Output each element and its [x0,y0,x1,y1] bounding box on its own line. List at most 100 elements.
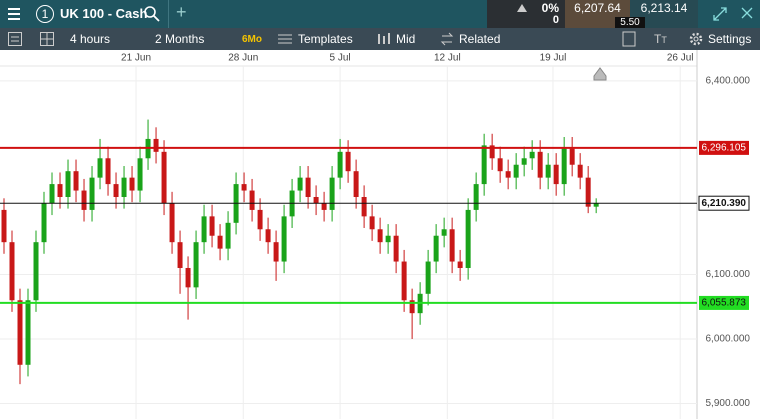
candle-body [449,229,455,262]
candle-body [489,145,495,159]
candle-body [89,177,95,210]
candle-body [457,261,463,268]
candle-body [265,229,271,243]
candle-body [297,177,303,191]
x-tick-label: 5 Jul [330,53,351,64]
price-chart: 21 Jun 28 Jun 5 Jul 12 Jul 19 Jul 26 Jul 6,400… [0,50,751,419]
candle-body [409,300,415,314]
toolbar: 4 hours 2 Months 6Mo Templates Mid Relat… [0,28,760,50]
candle-body [537,151,543,178]
range-badge: 6Mo [242,34,262,45]
candle-body [185,267,191,288]
candle-body [201,216,207,243]
candle-body [169,203,175,243]
add-tab[interactable]: + [176,2,187,22]
candle-body [57,184,63,198]
candle-body [321,203,327,210]
candle-body [353,171,359,198]
candle-body [369,216,375,230]
candle-body [377,229,383,243]
templates[interactable]: Templates [298,32,353,46]
search-icon[interactable] [143,5,161,23]
candle-body [553,164,559,185]
candle-body [273,242,279,262]
candle-body [577,164,583,178]
date-strip [0,50,697,66]
candle-body [425,261,431,294]
x-tick-label: 12 Jul [434,53,461,64]
candle-body [345,151,351,172]
candle-body [313,197,319,204]
candle-body [529,151,535,159]
candle-body [41,203,47,243]
settings[interactable]: Settings [708,32,752,46]
candle-body [361,197,367,217]
candle-body [225,222,231,249]
y-tick-label: 6,400.000 [706,75,751,86]
candle-body [9,242,15,301]
x-tick-label: 19 Jul [540,53,567,64]
candle-body [193,242,199,288]
candle-body [329,177,335,210]
interval[interactable]: 4 hours [70,32,111,46]
menu-button[interactable] [0,0,28,28]
x-tick-label: 21 Jun [121,53,151,64]
candle-body [121,177,127,198]
instrument-name[interactable]: UK 100 - Cash [60,6,148,21]
candle-body [481,145,487,185]
price-type[interactable]: Mid [396,32,416,46]
sell-price[interactable]: 6,207.64 [565,0,630,28]
level-label: 6,296.105 [702,143,747,154]
scroll-marker [593,67,607,81]
y-tick-label: 6,100.000 [706,269,751,280]
level-label: 6,210.390 [702,198,747,209]
candle-body [33,242,39,301]
candle-body [249,190,255,210]
y-tick-label: 6,000.000 [706,334,751,345]
candle-body [1,209,7,243]
candle-body [105,158,111,185]
change-panel: 0% 0 [487,0,565,28]
candle-body [217,235,223,249]
candle-body [17,300,23,365]
x-tick-label: 26 Jul [667,53,694,64]
candle-body [305,177,311,198]
candle-body [153,138,159,152]
candle-body [505,171,511,178]
change-pct: 0% [541,1,559,15]
candle-body [73,171,79,191]
candle-body [441,229,447,236]
header-bar: 1 UK 100 - Cash + 0% 0 6,207.64 6,213.14… [0,0,760,28]
candle-body [81,190,87,210]
candle-body [593,203,599,207]
candle-body [561,148,567,185]
candle-body [113,184,119,198]
candle-body [257,209,263,230]
candle-body [97,158,103,178]
instrument-number: 1 [36,5,54,23]
candle-body [209,216,215,236]
candle-body [473,184,479,210]
y-tick-label: 5,900.000 [706,398,751,409]
related[interactable]: Related [459,32,501,46]
level-tag [699,295,749,310]
candle-body [49,184,55,204]
candle-body [385,235,391,243]
level-tag [698,195,750,211]
candle-body [433,235,439,262]
change: 0 [552,14,559,26]
candle-body [497,158,503,172]
range[interactable]: 2 Months [155,32,205,46]
candle-body [393,235,399,262]
candle-body [281,216,287,262]
level-label: 6,055.873 [702,298,747,309]
candle-body [337,151,343,178]
candle-body [161,151,167,204]
candle-body [25,300,31,365]
window-icons[interactable] [712,6,756,22]
text-tool[interactable]: TT [654,32,667,46]
candle-body [129,177,135,191]
candle-body [569,148,575,165]
candle-body [585,177,591,207]
